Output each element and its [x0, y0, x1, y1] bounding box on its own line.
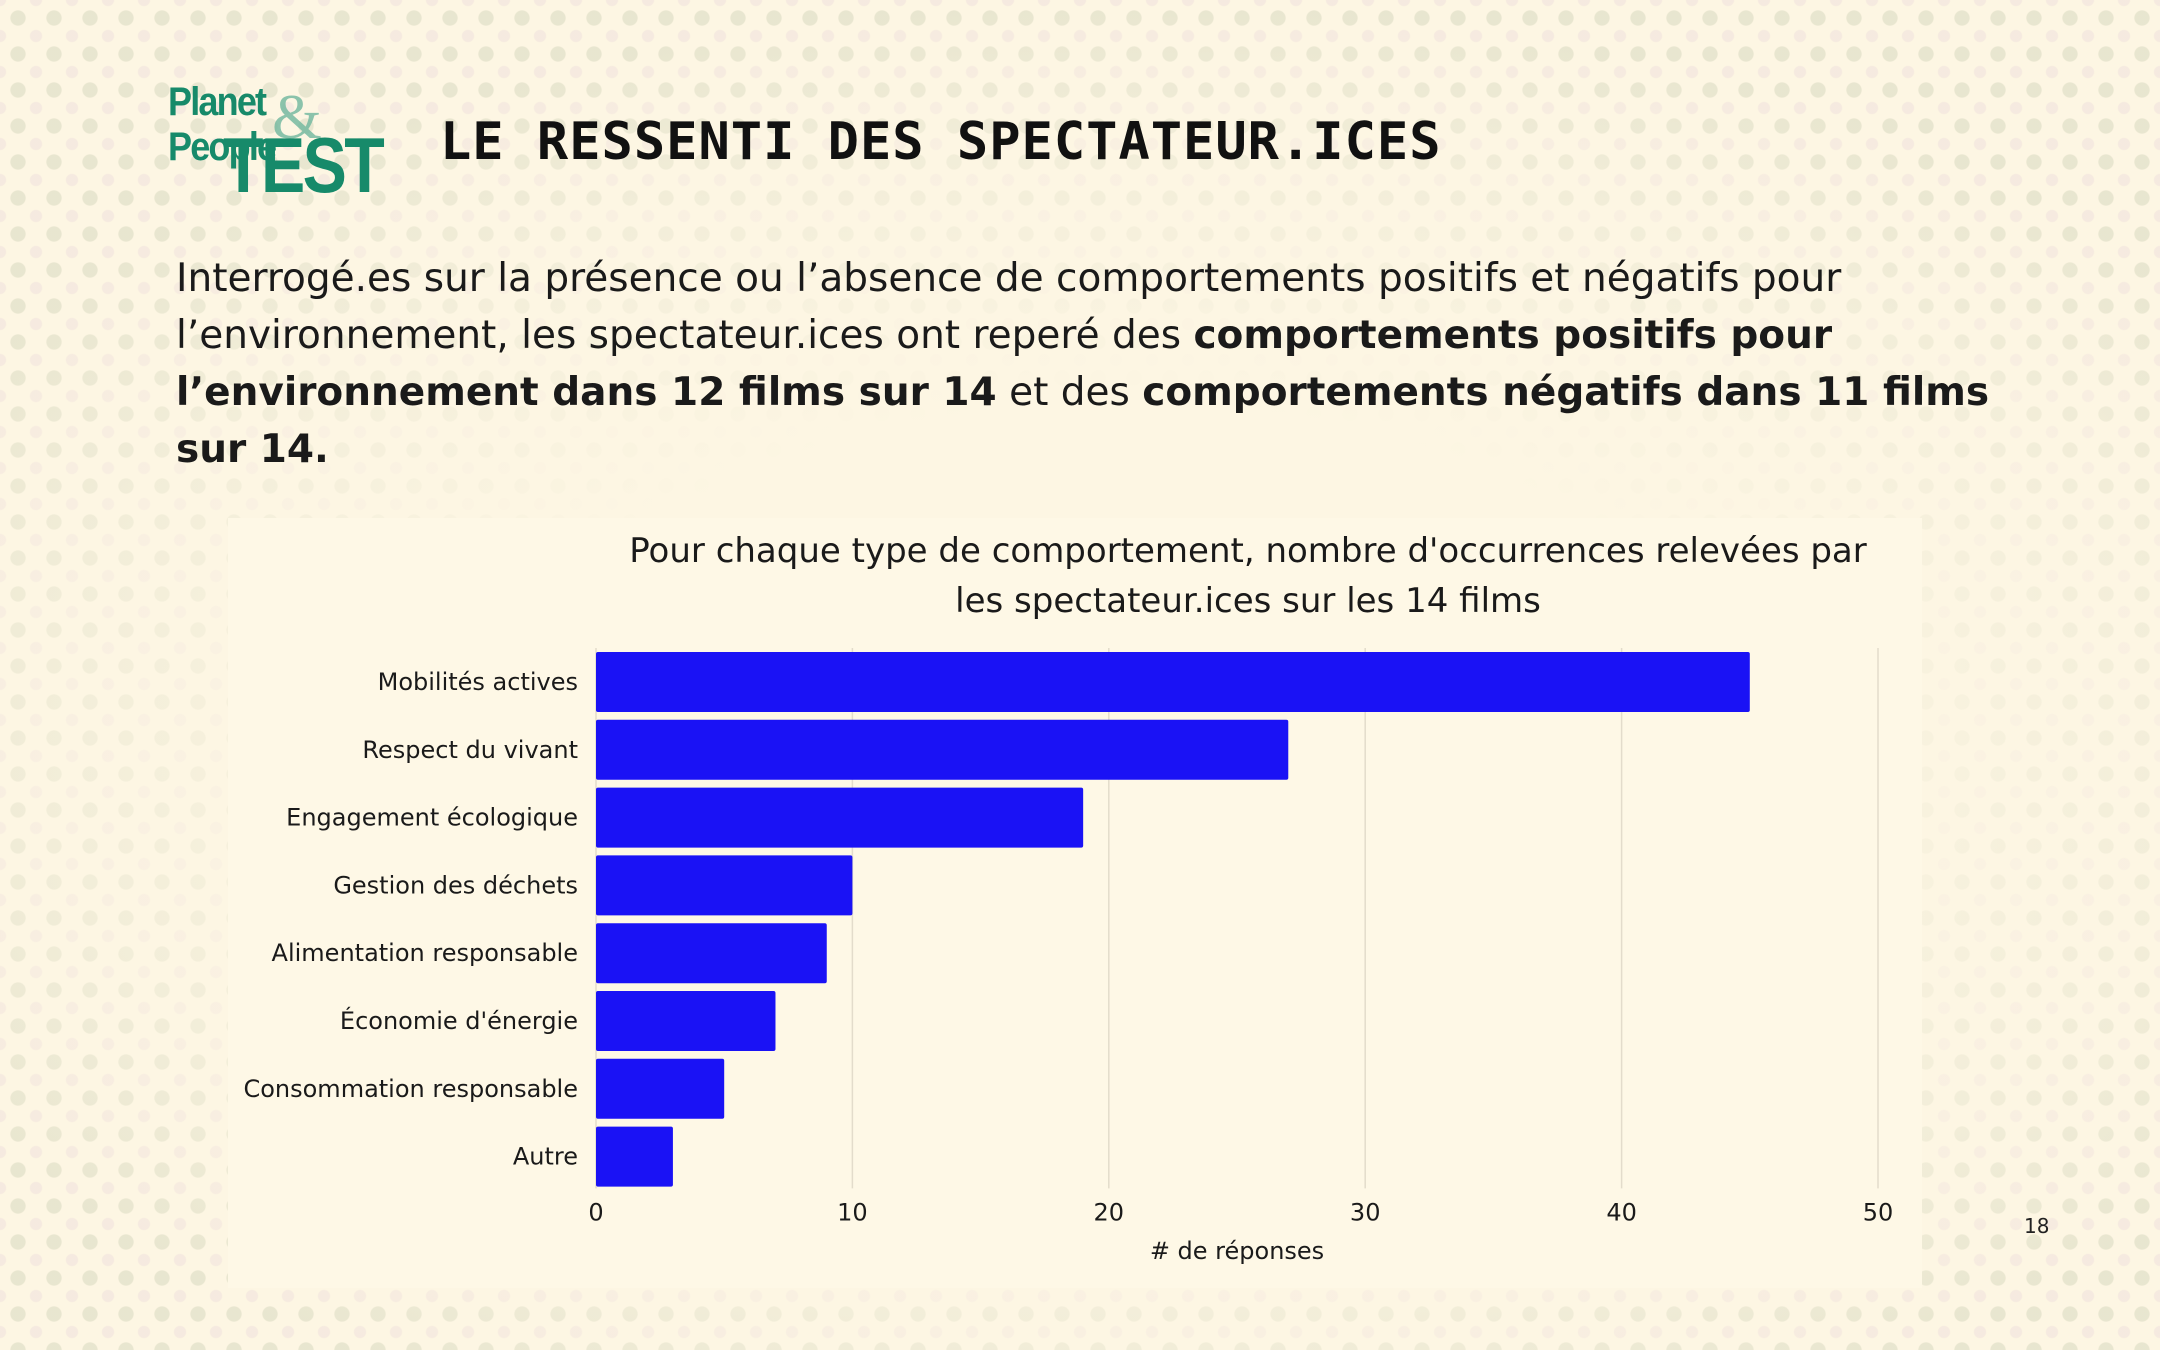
chart-card: Pour chaque type de comportement, nombre… [228, 518, 1922, 1288]
chart-title-line2: les spectateur.ices sur les 14 films [955, 581, 1541, 621]
category-label: Économie d'énergie [340, 1006, 578, 1035]
intro-paragraph: Interrogé.es sur la présence ou l’absenc… [176, 250, 2036, 478]
x-axis-label: # de réponses [1150, 1237, 1324, 1265]
x-tick-label: 20 [1094, 1198, 1125, 1226]
page-number: 18 [2024, 1214, 2050, 1238]
bar [596, 1058, 725, 1119]
category-label: Respect du vivant [362, 736, 578, 764]
bar [596, 1126, 673, 1187]
bar [596, 719, 1289, 780]
intro-bold-2: comportements négatifs dans 11 films sur… [176, 370, 1990, 472]
x-tick-label: 30 [1350, 1198, 1381, 1226]
logo-text-top: PlanetPeople [168, 80, 277, 169]
intro-text-1: Interrogé.es sur la présence ou l’absenc… [176, 256, 1842, 358]
logo-text-bottom: TEST [223, 121, 385, 209]
bar [596, 787, 1084, 848]
x-tick-label: 10 [837, 1198, 868, 1226]
category-label: Autre [513, 1143, 578, 1171]
intro-bold-1: comportements positifs pour l’environnem… [176, 313, 1833, 415]
category-label: Gestion des déchets [333, 871, 578, 899]
chart-title-line1: Pour chaque type de comportement, nombre… [629, 531, 1867, 571]
x-tick-label: 0 [588, 1198, 603, 1226]
bar-chart: Mobilités actives Respect du vivant Engage… [243, 648, 1894, 1265]
bar [596, 923, 827, 984]
intro-text-2: et des [996, 370, 1143, 415]
chart-title: Pour chaque type de comportement, nombre… [228, 526, 1922, 626]
category-label: Mobilités actives [378, 668, 578, 696]
bar [596, 652, 1750, 712]
bar [596, 855, 853, 916]
planet-people-test-logo: PlanetPeople & TEST [168, 80, 418, 210]
bar [596, 991, 776, 1051]
category-label: Consommation responsable [243, 1075, 578, 1103]
category-label: Engagement écologique [286, 804, 578, 832]
category-label: Alimentation responsable [272, 939, 578, 967]
logo-ampersand: & [272, 81, 322, 152]
x-tick-label: 40 [1606, 1198, 1637, 1226]
page-title: LE RESSENTI DES SPECTATEUR.ICES [440, 112, 1442, 172]
x-tick-label: 50 [1863, 1198, 1894, 1226]
